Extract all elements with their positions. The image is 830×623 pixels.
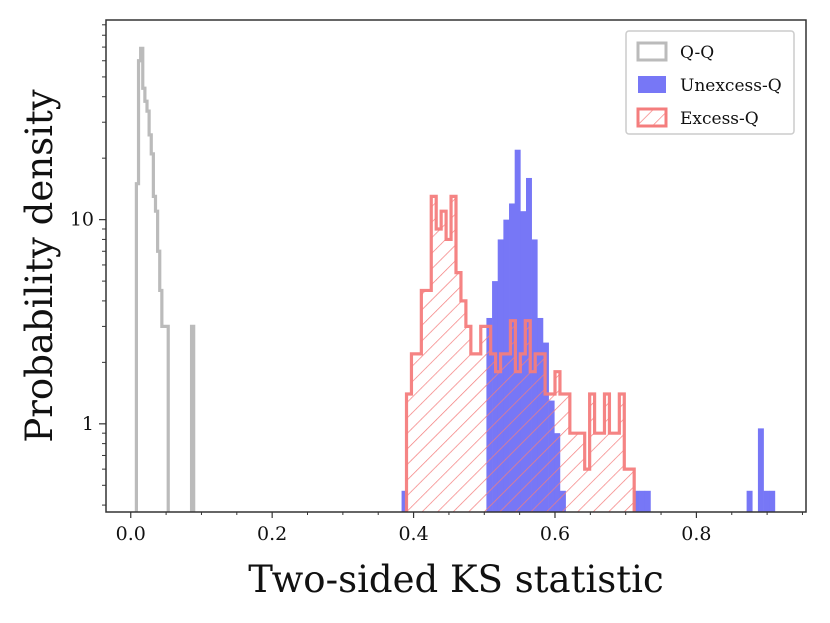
excess-q-bar xyxy=(480,326,486,512)
excess-q-bar xyxy=(540,353,546,512)
excess-q-bar xyxy=(500,353,506,512)
excess-q-bar xyxy=(530,371,536,512)
excess-q-bar xyxy=(456,272,462,512)
excess-q-bar xyxy=(535,353,541,512)
unexcess-q-bar xyxy=(401,490,408,512)
excess-q-bar xyxy=(490,353,496,512)
legend-swatch-excess-q xyxy=(636,107,668,128)
excess-q-bar xyxy=(579,433,585,512)
excess-q-bar xyxy=(460,300,467,512)
plot-area xyxy=(134,46,776,512)
unexcess-q-bar xyxy=(639,490,646,512)
x-axis: 0.0 0.2 0.4 0.6 0.8 xyxy=(116,512,803,545)
y-tick-label: 1 xyxy=(82,413,94,435)
excess-q-bar xyxy=(554,371,561,512)
excess-q-bar xyxy=(614,433,620,512)
excess-q-bar xyxy=(515,371,521,512)
excess-q-bar xyxy=(431,196,437,512)
q-q-outline xyxy=(134,46,196,512)
legend-label-unexcess-q: Unexcess-Q xyxy=(680,76,782,96)
excess-q-bar xyxy=(505,353,511,512)
excess-q-bar xyxy=(470,353,477,512)
excess-q-bar xyxy=(584,469,590,512)
legend: Q-Q Unexcess-Q Excess-Q xyxy=(625,30,795,135)
unexcess-q-bar xyxy=(644,490,651,512)
excess-q-bar xyxy=(436,228,442,512)
x-tick-label: 0.6 xyxy=(540,523,570,545)
excess-q-bar xyxy=(564,393,571,512)
unexcess-q-bar xyxy=(757,428,764,512)
excess-q-outline xyxy=(404,194,636,512)
excess-q-bar xyxy=(485,326,491,512)
x-tick-label: 0.8 xyxy=(681,523,711,545)
plot-frame xyxy=(105,19,807,513)
excess-q-bar xyxy=(550,393,556,512)
x-axis-label: Two-sided KS statistic xyxy=(248,558,663,601)
legend-label-q-q: Q-Q xyxy=(680,43,714,63)
excess-q-bar xyxy=(559,393,566,512)
unexcess-q-bar xyxy=(633,490,640,512)
excess-q-bar xyxy=(465,326,472,512)
x-tick-label: 0.4 xyxy=(398,523,428,545)
unexcess-q-bar xyxy=(746,490,753,512)
series-excess-q xyxy=(404,194,636,512)
excess-q-bar xyxy=(421,290,427,512)
excess-q-bar xyxy=(475,353,482,512)
excess-q-bar xyxy=(574,433,581,512)
y-tick-label: 10 xyxy=(70,209,94,231)
excess-q-bar xyxy=(406,393,412,512)
excess-q-bar xyxy=(426,290,432,512)
legend-frame xyxy=(625,30,795,135)
y-axis-label: Probability density xyxy=(18,89,61,442)
excess-q-bar xyxy=(510,320,516,512)
unexcess-q-bar xyxy=(763,490,770,512)
unexcess-q-bar xyxy=(769,490,776,512)
excess-q-bar xyxy=(525,320,531,512)
excess-q-bar xyxy=(416,353,422,512)
excess-q-bar xyxy=(569,433,576,512)
excess-q-bar xyxy=(624,469,630,512)
excess-q-bar xyxy=(520,353,526,512)
excess-q-bar xyxy=(446,239,452,512)
excess-q-bar xyxy=(451,196,457,512)
x-tick-label: 0.2 xyxy=(257,523,287,545)
excess-q-bar xyxy=(619,393,625,512)
legend-swatch-q-q xyxy=(636,41,668,62)
excess-q-bar xyxy=(609,433,615,512)
x-tick-label: 0.0 xyxy=(116,523,146,545)
excess-q-bar xyxy=(629,469,635,512)
excess-q-bar xyxy=(599,433,605,512)
excess-q-bar xyxy=(495,371,501,512)
y-axis: 1 10 xyxy=(70,24,106,506)
legend-swatch-unexcess-q xyxy=(638,76,666,93)
excess-q-bar xyxy=(594,433,600,512)
excess-q-bar xyxy=(604,393,610,512)
excess-q-bar xyxy=(441,211,447,512)
excess-q-bar xyxy=(411,353,417,512)
excess-q-bar xyxy=(545,393,551,512)
legend-label-excess-q: Excess-Q xyxy=(680,109,759,129)
series-q-q xyxy=(134,46,196,512)
excess-q-bar xyxy=(589,393,595,512)
unexcess-q-bar xyxy=(514,149,521,512)
